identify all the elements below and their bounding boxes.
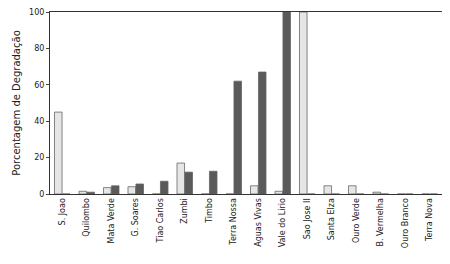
svg-text:60: 60 bbox=[34, 81, 44, 90]
svg-text:Santa Elza: Santa Elza bbox=[327, 198, 336, 240]
svg-text:G. Soares: G. Soares bbox=[131, 198, 140, 236]
svg-text:Sao Jose II: Sao Jose II bbox=[303, 198, 312, 239]
svg-text:Aguas Vivas: Aguas Vivas bbox=[254, 198, 263, 247]
svg-text:20: 20 bbox=[34, 153, 44, 162]
svg-text:100: 100 bbox=[29, 8, 44, 17]
svg-text:Tiao Carlos: Tiao Carlos bbox=[156, 198, 165, 243]
svg-text:80: 80 bbox=[34, 44, 44, 53]
svg-text:Ouro Branco: Ouro Branco bbox=[401, 198, 410, 248]
svg-text:Mata Verde: Mata Verde bbox=[107, 198, 116, 243]
svg-text:0: 0 bbox=[39, 190, 44, 199]
svg-text:Timbo: Timbo bbox=[205, 198, 214, 224]
svg-text:40: 40 bbox=[34, 117, 44, 126]
svg-text:Ouro Verde: Ouro Verde bbox=[352, 198, 361, 243]
svg-text:S. Joao: S. Joao bbox=[58, 198, 67, 225]
svg-text:Quilombo: Quilombo bbox=[82, 198, 91, 237]
svg-text:Porcentagem de Degradação: Porcentagem de Degradação bbox=[11, 30, 22, 175]
svg-text:Zumbi: Zumbi bbox=[180, 198, 189, 224]
svg-text:Vale do Lirio: Vale do Lirio bbox=[278, 198, 287, 247]
svg-text:Terra Nossa: Terra Nossa bbox=[229, 198, 238, 246]
svg-text:B. Vermelha: B. Vermelha bbox=[376, 198, 385, 247]
svg-text:Terra Nova: Terra Nova bbox=[425, 198, 434, 242]
